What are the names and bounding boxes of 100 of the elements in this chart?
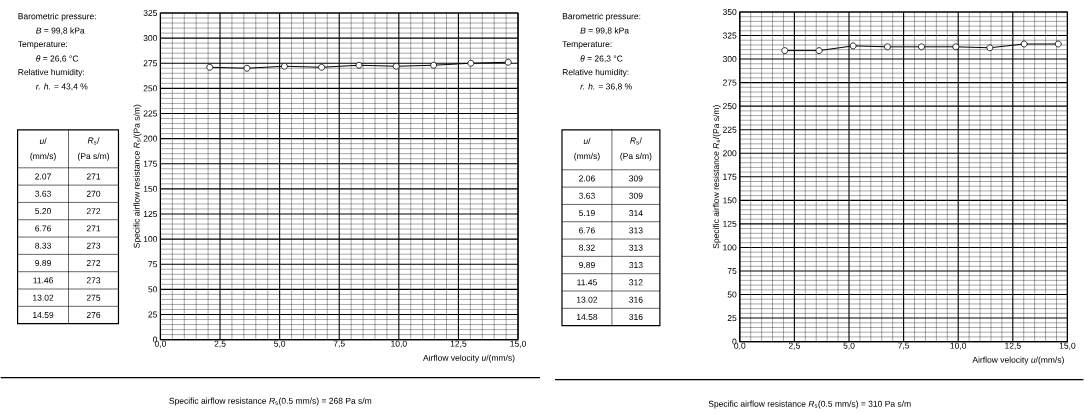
x-tick-label: 12,5 [1005,342,1021,350]
text: 314 [629,210,643,217]
y-tick-label: 25 [727,315,737,322]
y-tick-label: 175 [143,161,158,167]
text: (Pa s/m) [78,153,110,161]
y-tick-label: 150 [143,186,158,193]
y-tick-label: 250 [723,103,737,110]
text: θ = 26,3 °C [580,55,623,63]
y-tick-label: 75 [727,268,737,275]
x-tick-label: 15,0 [1059,342,1076,350]
text: 13.02 [576,296,598,303]
text: 313 [629,244,643,251]
text: 11.45 [577,279,597,286]
text: 275 [86,294,101,301]
y-tick-label: 275 [723,79,737,86]
x-tick-label: 2,5 [214,340,226,348]
y-tick-label: 100 [143,236,158,243]
y-tick-label: 300 [143,35,158,42]
text: 6.76 [579,227,595,234]
y-tick-label: 225 [143,110,158,117]
text: u/ [583,137,591,145]
x-tick-label: 10,0 [950,342,967,350]
text: 5.20 [35,208,51,215]
text: r. h. = 36,8 % [580,83,632,91]
text: 270 [86,191,101,198]
y-tick-label: 125 [143,211,158,218]
y-tick-label: 225 [723,126,737,133]
text: 309 [629,175,643,182]
text: (Pa s/m) [620,153,652,161]
x-tick-label: 7,5 [333,340,345,348]
text: B = 99,8 kPa [580,27,629,35]
x-axis-title: Airflow velocity u/(mm/s) [423,354,515,363]
text: 271 [86,225,101,232]
text: 313 [629,262,643,269]
text: 313 [629,227,643,234]
text: 2.06 [579,175,595,182]
point [467,60,475,67]
text: 309 [629,193,643,200]
text: Barometric pressure: [18,13,96,22]
text: R$_{s}$/ [630,137,642,145]
text: 276 [86,312,101,319]
text: 9.89 [579,262,595,269]
text: Relative humidity: [562,69,629,78]
text: 3.63 [579,193,595,200]
y-tick-label: 250 [143,85,158,92]
text: 5.19 [579,210,595,217]
y-tick-label: 0 [153,336,158,343]
x-tick-label: 5,0 [274,340,286,348]
point [355,62,363,69]
text: B = 99,8 kPa [36,27,85,35]
y-tick-label: 325 [722,32,737,39]
text: 312 [629,279,643,286]
point [281,63,288,70]
point [206,64,214,71]
text: R$_{s}$/ [87,137,100,145]
text: 8.32 [579,244,595,251]
y-tick-label: 125 [723,221,737,228]
text: 9.89 [35,260,51,267]
y-tick-label: 50 [727,291,737,298]
point [430,62,438,69]
point [243,65,251,72]
text: 14.58 [576,314,598,321]
text: 273 [86,242,101,249]
text: 3.63 [35,191,51,198]
y-tick-label: 200 [723,150,737,157]
x-tick-label: 2,5 [788,342,800,350]
y-tick-label: 150 [723,197,737,204]
text: 272 [86,208,101,215]
text: 272 [86,260,101,267]
y-tick-label: 25 [148,311,158,318]
text: 14.59 [33,312,54,319]
text: 6.76 [35,225,51,232]
text: Relative humidity: [18,69,84,78]
y-tick-label: 175 [723,174,737,180]
text: 316 [629,296,643,303]
text: Barometric pressure: [562,13,641,22]
y-tick-label: 350 [722,9,737,16]
y-tick-label: 325 [143,10,158,17]
point [504,59,512,66]
text: r. h. = 43,4 % [35,83,88,91]
y-tick-label: 100 [723,244,737,251]
x-axis-title: Airflow velocity u/(mm/s) [972,356,1064,365]
y-tick-label: 200 [143,135,158,142]
text: θ = 26,6 °C [36,55,79,63]
text: 273 [86,277,101,284]
text: 8.33 [35,242,51,249]
text: Temperature: [17,41,68,49]
x-tick-label: 12,5 [450,340,467,348]
text: 316 [629,314,643,321]
text: (mm/s) [574,153,600,161]
x-tick-label: 5,0 [843,342,855,350]
x-tick-label: 7,5 [898,342,910,350]
text: Specific airflow resistance R$_{s}$(0.5 mm/s) = 310 Pa s/m [708,400,911,409]
y-tick-label: 300 [722,56,737,63]
point [318,64,325,71]
point [392,63,400,70]
text: (mm/s) [30,153,56,161]
text: u/ [39,137,47,145]
text: 11.46 [33,277,53,284]
text: 271 [86,173,101,180]
